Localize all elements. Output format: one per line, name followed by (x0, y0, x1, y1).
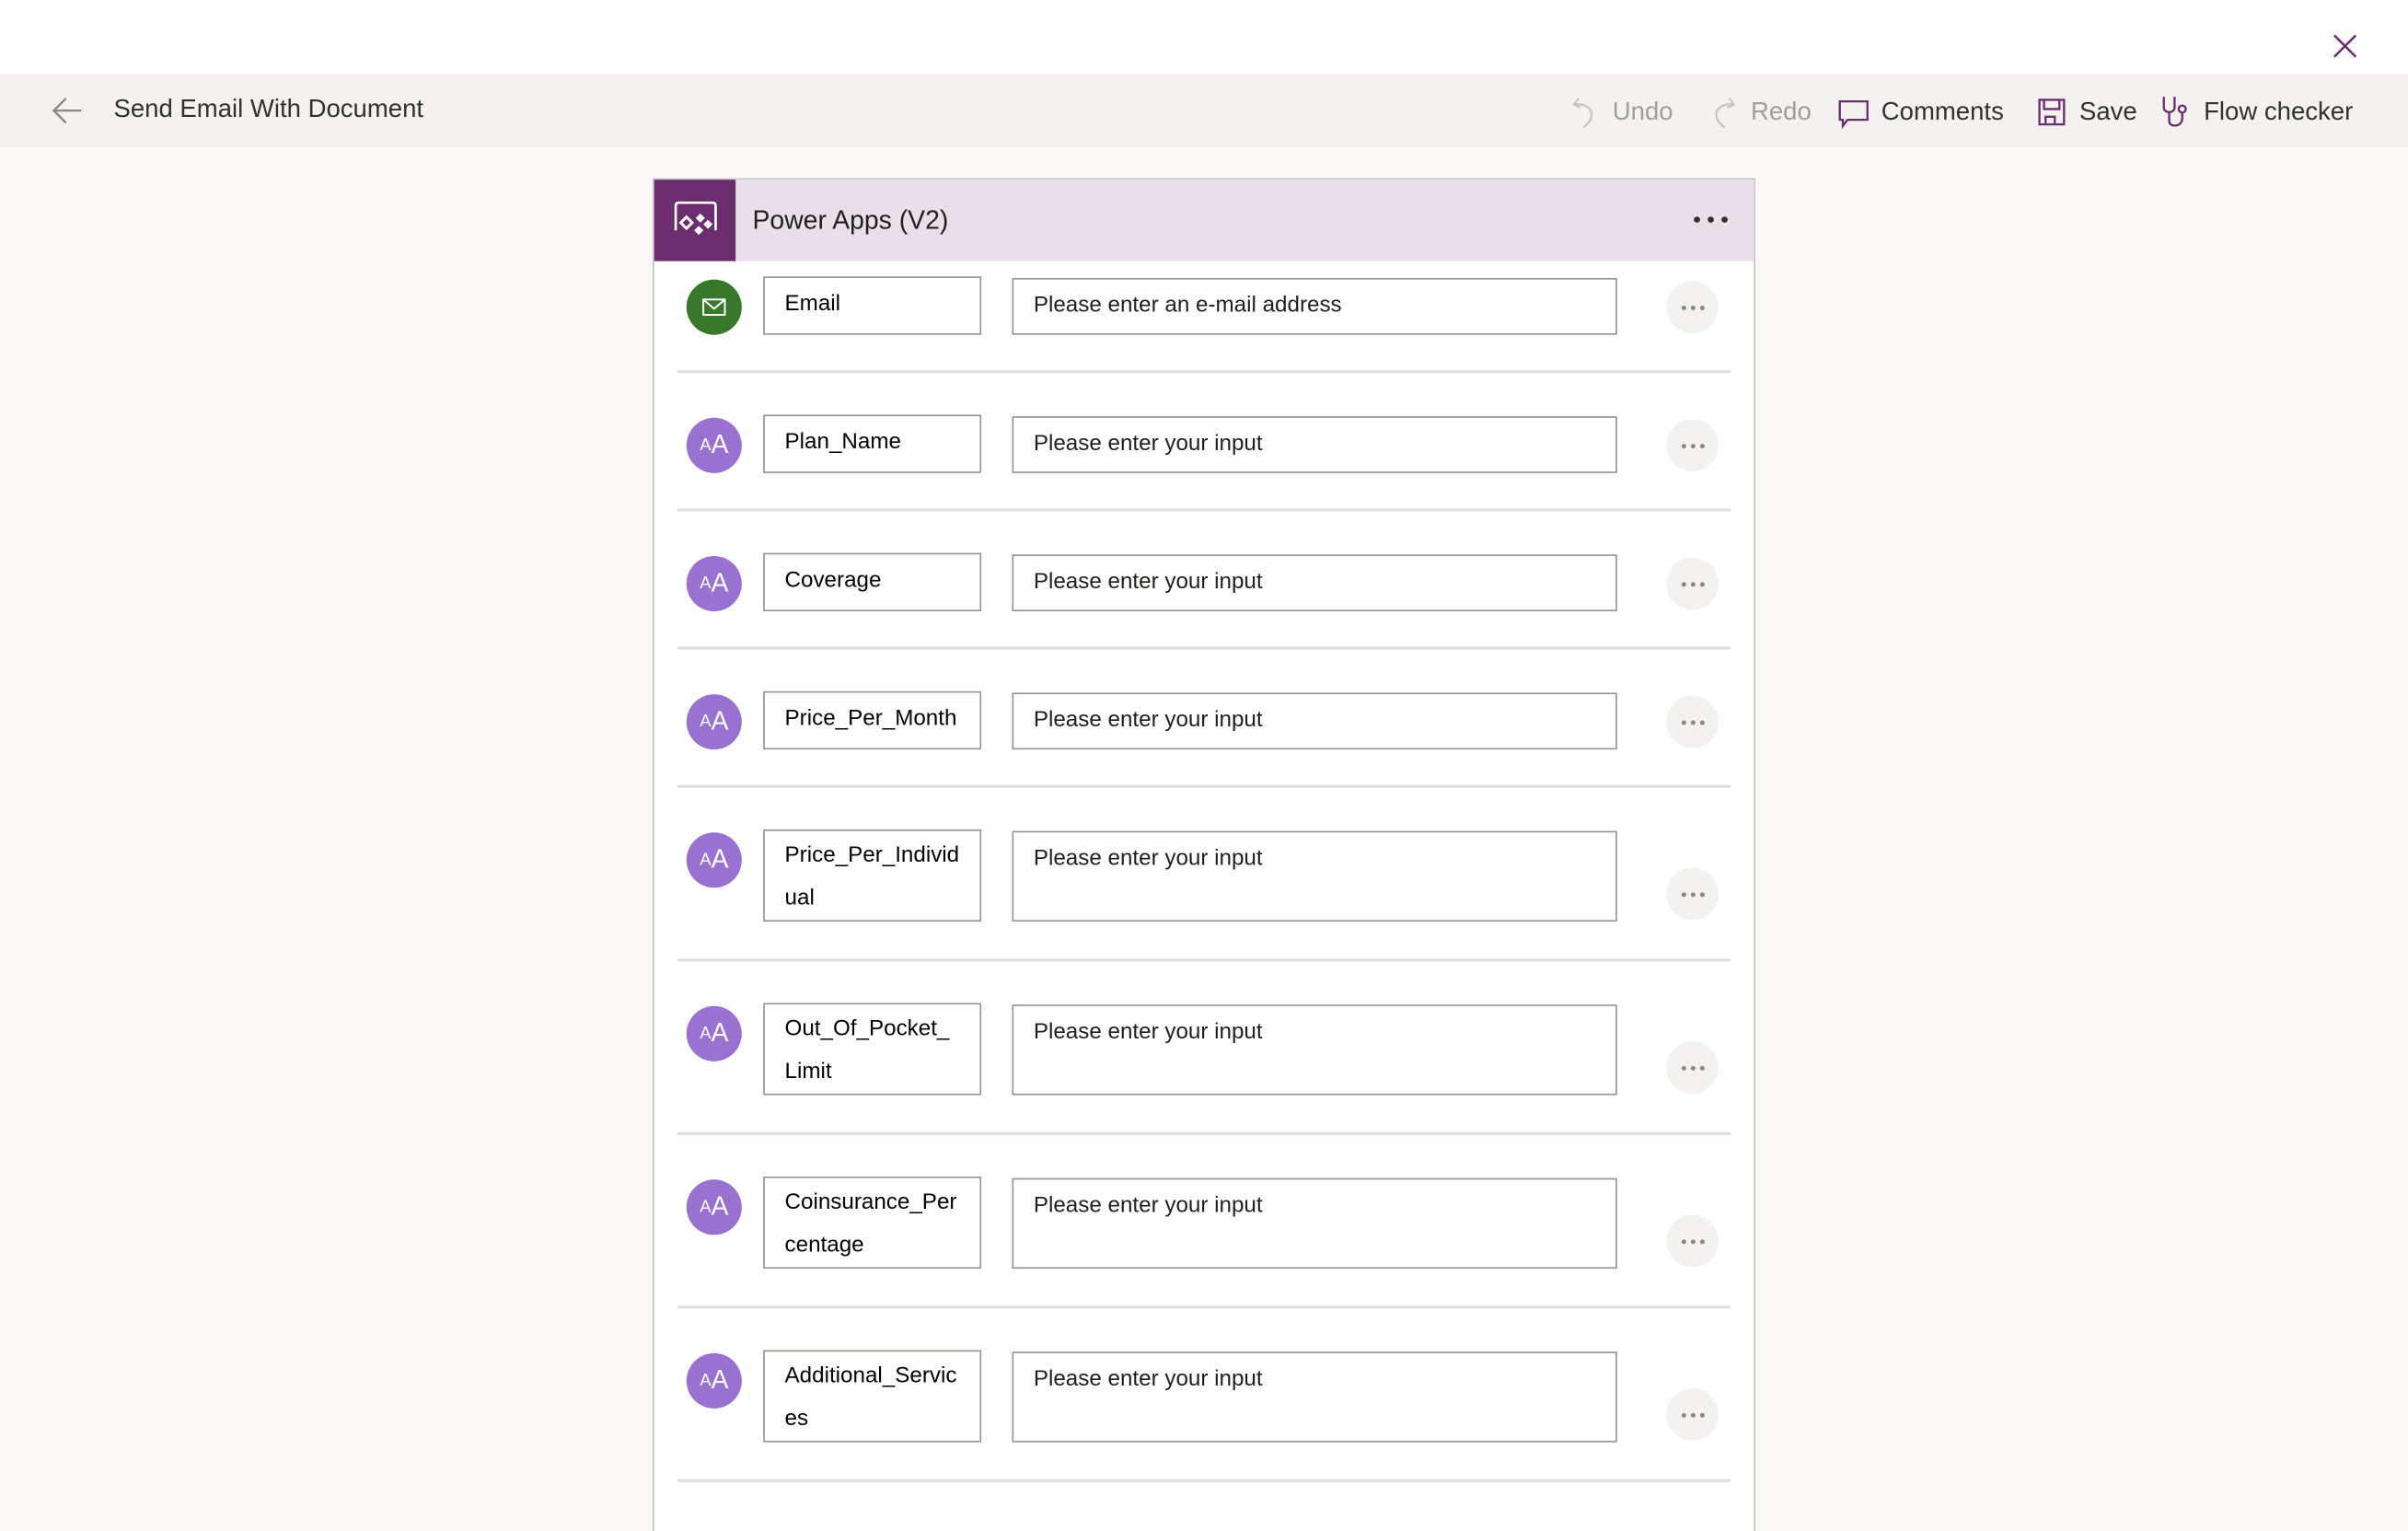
input-placeholder-field[interactable]: Please enter your input (1012, 554, 1617, 612)
row-divider (677, 370, 1731, 374)
save-label: Save (2078, 97, 2137, 125)
save-button[interactable]: Save (2036, 92, 2137, 132)
row-divider (677, 958, 1731, 962)
undo-button[interactable]: Undo (1569, 92, 1673, 132)
stethoscope-icon (2162, 97, 2187, 127)
flow-checker-label: Flow checker (2204, 97, 2354, 125)
flow-title: Send Email With Document (113, 95, 424, 123)
redo-label: Redo (1750, 97, 1812, 125)
power-apps-trigger-card: Power Apps (V2) Email Please enter an e-m… (653, 178, 1755, 1531)
row-more-options-button[interactable] (1666, 557, 1719, 610)
redo-button[interactable]: Redo (1708, 92, 1812, 132)
row-more-options-button[interactable] (1666, 281, 1719, 334)
input-placeholder-field[interactable]: Please enter your input (1012, 1004, 1617, 1096)
input-name-field[interactable]: Price_Per_Month (763, 690, 982, 750)
input-name-field[interactable]: Email (763, 276, 982, 335)
row-more-options-button[interactable] (1666, 1214, 1719, 1268)
undo-icon (1572, 98, 1593, 129)
row-divider (677, 784, 1731, 788)
mail-icon (686, 279, 742, 335)
row-more-options-button[interactable] (1666, 419, 1719, 472)
input-placeholder-field[interactable]: Please enter your input (1012, 692, 1617, 750)
comment-icon (1838, 99, 1869, 130)
input-name-field[interactable]: Coverage (763, 552, 982, 612)
power-apps-icon (654, 180, 736, 261)
input-name-field[interactable]: Out_Of_Pocket_Limit (763, 1003, 982, 1096)
row-divider (677, 646, 1731, 650)
row-more-options-button[interactable] (1666, 695, 1719, 748)
card-title: Power Apps (V2) (752, 205, 949, 236)
input-placeholder-field[interactable]: Please enter an e-mail address (1012, 277, 1617, 335)
row-more-options-button[interactable] (1666, 867, 1719, 921)
save-icon (2038, 99, 2066, 126)
row-more-options-button[interactable] (1666, 1041, 1719, 1094)
comments-button[interactable]: Comments (1838, 92, 2004, 132)
row-divider (677, 1479, 1731, 1482)
row-more-options-button[interactable] (1666, 1388, 1719, 1441)
card-more-options-button[interactable] (1686, 204, 1735, 235)
undo-label: Undo (1612, 97, 1673, 125)
input-placeholder-field[interactable]: Please enter your input (1012, 416, 1617, 473)
card-header[interactable]: Power Apps (V2) (654, 180, 1754, 261)
back-arrow-icon[interactable] (51, 95, 85, 125)
input-name-field[interactable]: Price_Per_Individual (763, 829, 982, 922)
row-divider (677, 508, 1731, 512)
row-divider (677, 1305, 1731, 1309)
flow-checker-button[interactable]: Flow checker (2160, 92, 2353, 132)
input-placeholder-field[interactable]: Please enter your input (1012, 1177, 1617, 1270)
input-name-field[interactable]: Coinsurance_Percentage (763, 1176, 982, 1270)
redo-icon (1715, 98, 1736, 129)
top-bar (0, 0, 2408, 75)
input-name-field[interactable]: Plan_Name (763, 414, 982, 473)
command-bar (0, 74, 2408, 148)
input-name-field[interactable]: Additional_Services (763, 1350, 982, 1443)
row-divider (677, 1131, 1731, 1135)
comments-label: Comments (1881, 97, 2004, 125)
close-icon[interactable] (2330, 30, 2360, 61)
input-placeholder-field[interactable]: Please enter your input (1012, 1351, 1617, 1443)
input-placeholder-field[interactable]: Please enter your input (1012, 830, 1617, 922)
